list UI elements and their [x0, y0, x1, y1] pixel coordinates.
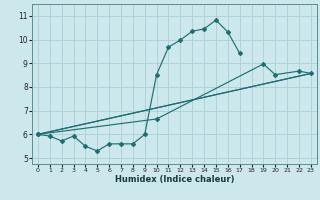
X-axis label: Humidex (Indice chaleur): Humidex (Indice chaleur) [115, 175, 234, 184]
